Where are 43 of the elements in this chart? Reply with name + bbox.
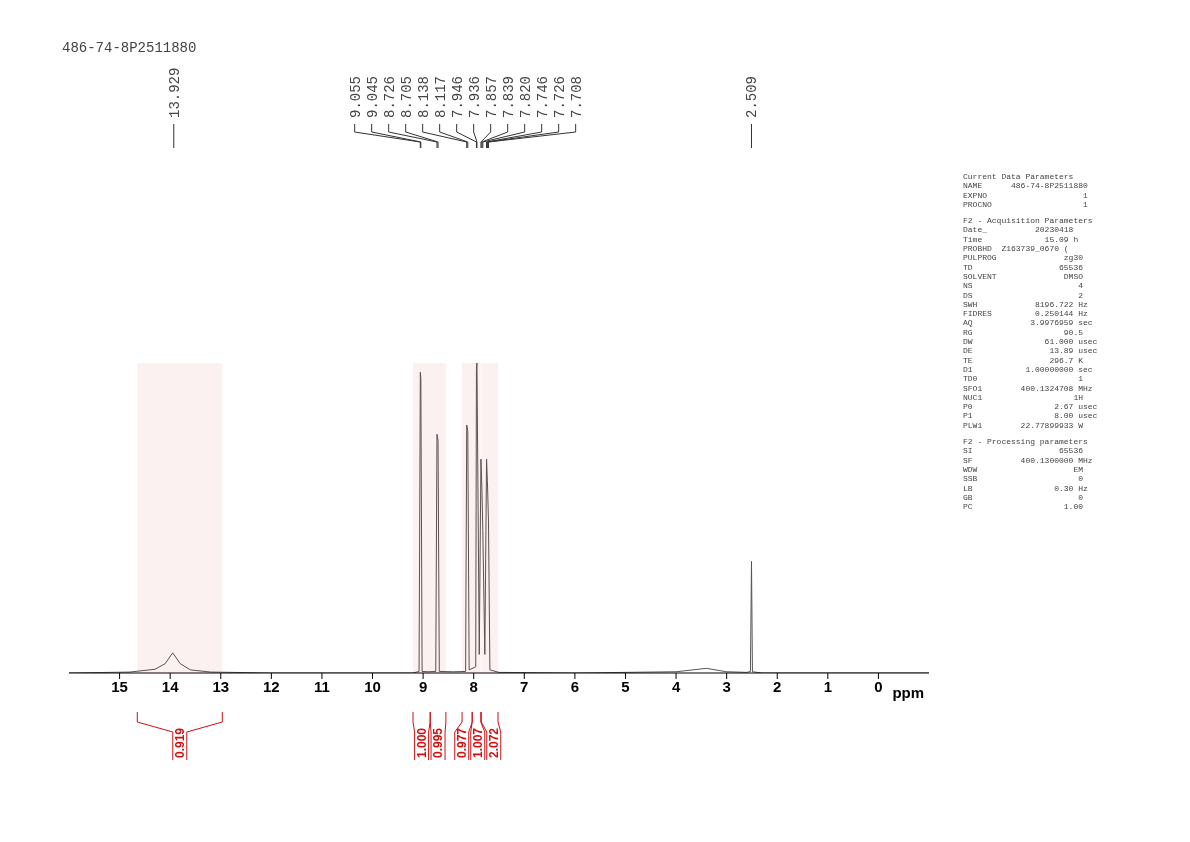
annotation: 13.929 bbox=[166, 67, 183, 118]
band-label: 0.977 bbox=[455, 727, 470, 758]
annotation: 7.936 bbox=[466, 75, 483, 118]
x-tick-label: 14 bbox=[161, 677, 180, 695]
x-tick-label: 3 bbox=[722, 677, 731, 695]
annotation: 8.705 bbox=[398, 75, 415, 118]
band-label: 1.000 bbox=[414, 727, 429, 758]
annotation: 7.746 bbox=[534, 75, 551, 118]
x-tick-label: 12 bbox=[263, 677, 280, 695]
annotation: 7.726 bbox=[551, 75, 568, 118]
x-tick-label: 0 bbox=[874, 677, 883, 695]
annotation: 9.045 bbox=[364, 75, 381, 118]
text: F2 - Acquisition Parameters Date_ 20230418 Time 15.09 h PROBHD Z163739_0670 ( PULPROG zg30 TD 65536 SOLVENT DMSO NS 4 DS 2 SWH 8196.722 Hz FIDRES 0.250144 Hz AQ 3.9976959 sec RG 90.5 DW 61.000 usec DE 13.89 usec TE 296.7 K D1 1.00000000 sec TD0 1 SFO1 400.1324708 MHz NUC1 1H P0 2.67 usec P1 8.00 usec PLW1 22.77899933 W bbox=[963, 216, 1098, 430]
annotation: 8.138 bbox=[415, 75, 432, 118]
x-tick-label: 6 bbox=[570, 677, 580, 695]
text: Current Data Parameters NAME 486-74-8P2511880 EXPNO 1 PROCNO 1 bbox=[963, 172, 1089, 210]
x-tick-label: 7 bbox=[520, 677, 529, 695]
band-label: 0.995 bbox=[431, 727, 446, 758]
x-tick-label: 11 bbox=[314, 677, 330, 695]
annotation: 7.946 bbox=[449, 75, 466, 118]
annotation: 2.509 bbox=[744, 75, 761, 118]
x-tick-label: 8 bbox=[469, 677, 478, 695]
annotation: 9.055 bbox=[347, 75, 364, 118]
x-tick-label: 5 bbox=[621, 677, 630, 695]
annotation: 7.839 bbox=[500, 75, 517, 118]
x-tick-label: 9 bbox=[418, 677, 428, 695]
annotation: 8.117 bbox=[432, 75, 449, 118]
x-tick-label: 4 bbox=[671, 677, 681, 695]
x-tick-label: 1 bbox=[823, 677, 832, 695]
annotation: 7.708 bbox=[568, 75, 585, 118]
text: F2 - Processing parameters SI 65536 SF 400.1300000 MHz WDW EM SSB 0 LB 0.30 Hz GB 0 PC 1.00 bbox=[963, 437, 1094, 512]
annotation: 7.820 bbox=[517, 75, 534, 118]
x-tick-label: 15 bbox=[111, 677, 128, 695]
x-tick-label: 13 bbox=[212, 677, 230, 695]
band-label: 1.007 bbox=[471, 727, 486, 758]
x-tick-label: 10 bbox=[364, 677, 381, 695]
annotation: 7.857 bbox=[483, 75, 500, 118]
band-label: 0.919 bbox=[173, 727, 188, 758]
annotation: 8.726 bbox=[381, 75, 398, 118]
band-label: 2.072 bbox=[487, 727, 502, 758]
x-tick-label: 2 bbox=[773, 677, 782, 695]
chart-title: 486-74-8P2511880 bbox=[62, 40, 197, 56]
x-axis-title: ppm bbox=[892, 684, 925, 702]
